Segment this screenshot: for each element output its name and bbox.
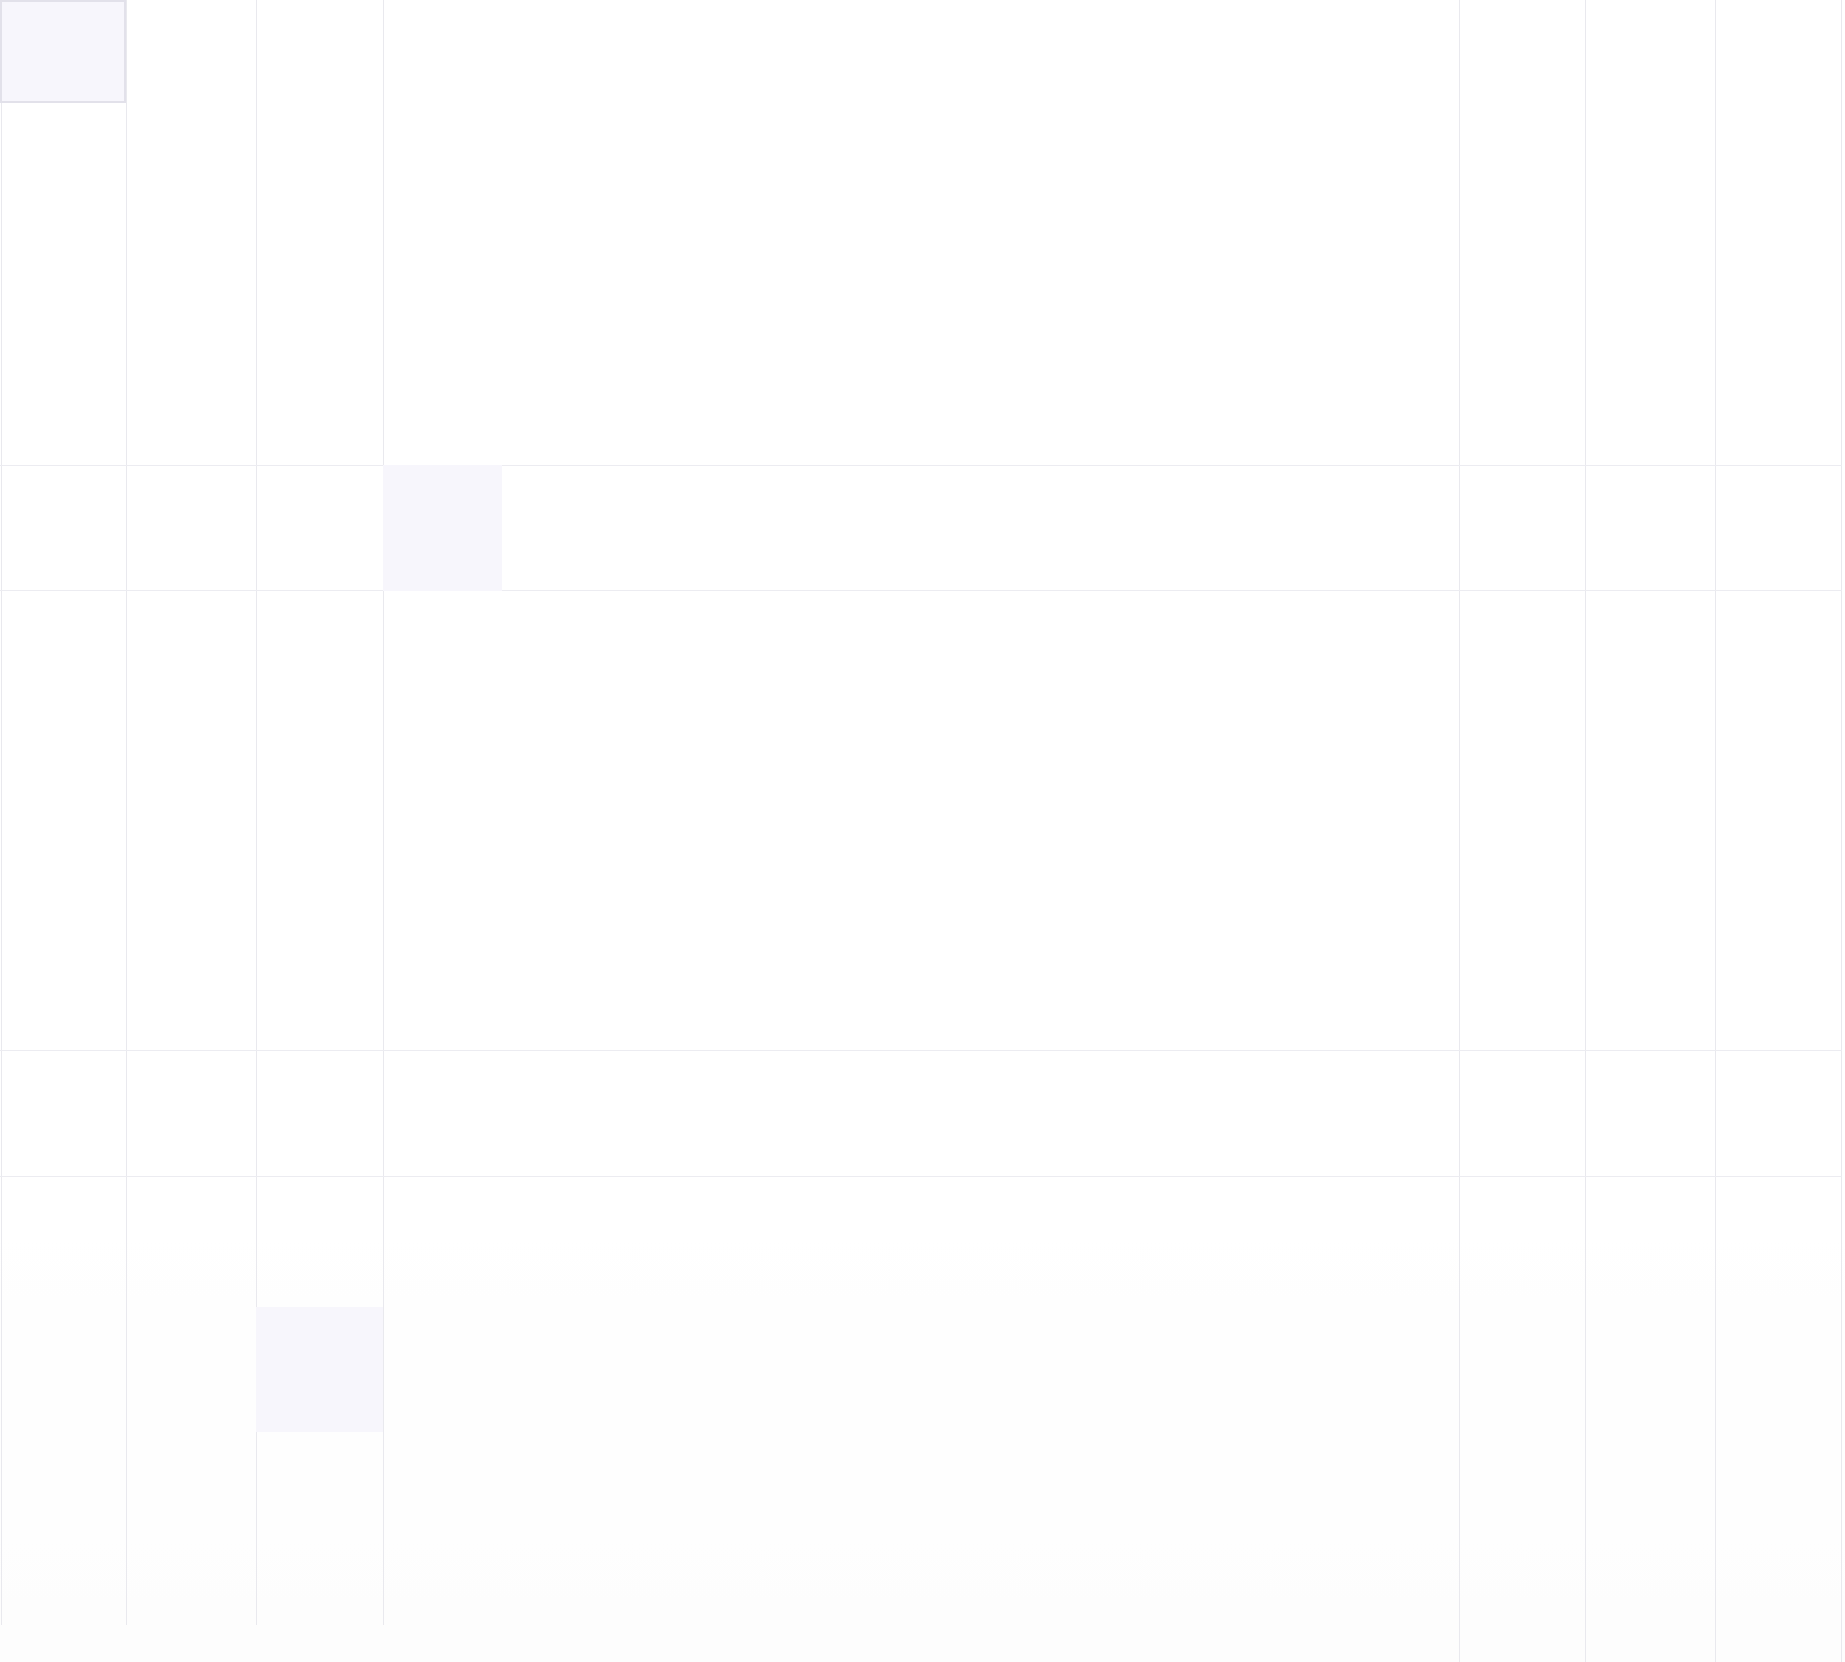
grid-row-line [0, 1176, 1842, 1177]
grid-column-line [1841, 0, 1842, 1662]
grid-column-line [1715, 0, 1716, 1662]
grid-row-line [0, 465, 1842, 466]
highlighted-cell[interactable] [256, 1307, 383, 1432]
grid-column-line [383, 0, 384, 1625]
grid-column-line [1459, 0, 1460, 1662]
grid-column-line [1585, 0, 1586, 1662]
grid-column-line [256, 0, 257, 1625]
grid-row-line [0, 1050, 1842, 1051]
highlighted-cell[interactable] [383, 465, 502, 591]
highlighted-cell[interactable] [0, 0, 126, 103]
grid-column-line [1, 0, 2, 1625]
grid-column-line [126, 0, 127, 1625]
grid-row-line [0, 590, 1842, 591]
